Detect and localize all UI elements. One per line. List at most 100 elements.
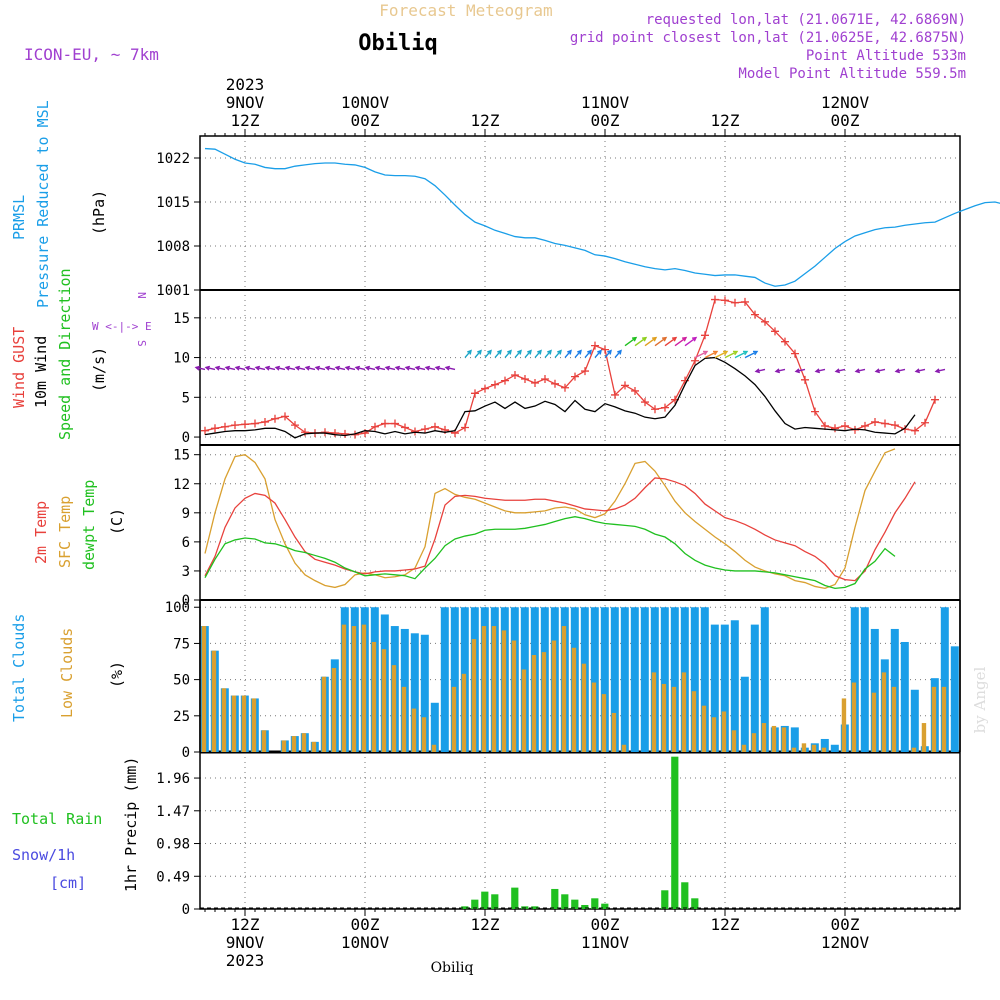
wind-direction-arrow (604, 349, 612, 359)
precip-bar (571, 899, 579, 909)
wind-direction-arrow (624, 336, 638, 347)
pressure-unit-label: (hPa) (90, 190, 108, 235)
gust-point-marker (911, 426, 919, 435)
model-altitude: Model Point Altitude 559.5m (738, 66, 966, 82)
y-tick-label: 1022 (156, 151, 190, 167)
low-cloud-bar (221, 688, 227, 752)
low-cloud-bar (521, 669, 527, 752)
wind-direction-arrow (424, 365, 436, 371)
low-cloud-bar (871, 692, 877, 752)
low-cloud-bar (741, 744, 747, 752)
temp-2m-label: 2m Temp (32, 501, 50, 564)
low-cloud-bar (331, 668, 337, 752)
low-cloud-bar (501, 630, 507, 752)
low-cloud-bar (711, 717, 717, 752)
compass-we: W <-|-> E (92, 320, 152, 333)
wind-unit-label: (m/s) (90, 347, 108, 392)
time-label-bottom: 2023 (226, 951, 265, 970)
time-label-top: 12Z (471, 111, 500, 130)
wind-direction-arrow (344, 365, 356, 371)
wind-direction-arrow (794, 368, 806, 374)
total-cloud-bar (590, 607, 599, 752)
total-cloud-bar (760, 607, 769, 752)
gust-point-marker (301, 428, 309, 437)
total-cloud-bar (610, 607, 619, 752)
low-cloud-bar (241, 695, 247, 752)
y-tick-label: 0 (182, 902, 190, 918)
total-cloud-bar (820, 738, 829, 752)
low-cloud-bar (681, 672, 687, 752)
precip-bar (491, 894, 499, 909)
total-cloud-bar (690, 607, 699, 752)
low-cloud-bar (261, 730, 267, 752)
precip-bar (551, 888, 559, 909)
y-tick-label: 0.49 (156, 869, 190, 885)
low-cloud-bar (761, 723, 767, 752)
low-cloud-bar (301, 733, 307, 752)
wind-direction-arrow (324, 365, 336, 371)
y-tick-label: 50 (173, 673, 190, 689)
low-cloud-bar (321, 676, 327, 752)
wind-direction-arrow (674, 336, 688, 347)
gust-line (204, 298, 936, 436)
wind-direction-arrow (194, 365, 206, 371)
pressure-panel-labels: PRMSL Pressure Reduced to MSL (hPa) (10, 100, 108, 308)
total-rain-label: Total Rain (12, 810, 102, 828)
low-cloud-bar (541, 652, 547, 752)
time-label-top: 10NOV (341, 93, 390, 112)
time-label-bottom: 10NOV (341, 933, 390, 952)
low-cloud-bar (551, 640, 557, 752)
gust-point-marker (531, 379, 539, 387)
low-cloud-bar (311, 741, 317, 752)
wind-direction-arrow (754, 368, 766, 374)
plot-layer: 1001100810151022051015036912150255075100… (156, 75, 1000, 970)
low-cloud-bar (601, 694, 607, 752)
wind-direction-arrow (404, 365, 416, 371)
wind-direction-arrow (684, 336, 698, 347)
y-tick-label: 3 (182, 564, 190, 580)
wind-direction-arrow (724, 350, 739, 359)
gust-point-marker (221, 422, 229, 431)
total-cloud-bar (910, 689, 919, 752)
total-cloud-bar (730, 620, 739, 752)
time-label-bottom: 12Z (711, 915, 740, 934)
gust-point-marker (251, 419, 259, 428)
wind-direction-arrow (254, 365, 266, 371)
total-cloud-bar (900, 641, 909, 752)
time-label-bottom: 12Z (231, 915, 260, 934)
wind-direction-arrow (244, 365, 256, 371)
gust-point-marker (931, 395, 939, 404)
wind-direction-arrow (284, 365, 296, 371)
low-cloud-bar (671, 686, 677, 752)
low-cloud-bar (721, 711, 727, 752)
prmsl-label: PRMSL (10, 195, 28, 240)
wind-direction-arrow (354, 365, 366, 371)
total-clouds-label: Total Clouds (10, 614, 28, 722)
gust-point-marker (631, 386, 639, 395)
gust-point-marker (771, 327, 779, 336)
low-cloud-bar (491, 626, 497, 752)
model-label: ICON-EU, ~ 7km (24, 45, 159, 64)
precip-bar (591, 898, 599, 909)
precip-bar (691, 898, 699, 909)
pressure-line (204, 147, 1000, 287)
gust-point-marker (641, 398, 649, 407)
y-tick-label: 1.96 (156, 771, 190, 787)
gust-point-marker (921, 418, 929, 427)
total-cloud-bar (600, 607, 609, 752)
total-cloud-bar (660, 607, 669, 752)
wind-direction-arrow (374, 365, 386, 371)
wind-direction-arrow (584, 349, 592, 359)
precip-bar (511, 887, 519, 909)
time-label-top: 11NOV (581, 93, 630, 112)
gust-point-marker (321, 428, 329, 437)
y-tick-label: 15 (173, 311, 190, 327)
wind-direction-arrow (504, 349, 512, 359)
wind-direction-arrow (704, 350, 719, 359)
time-label-bottom: 00Z (351, 915, 380, 934)
total-cloud-bar (740, 676, 749, 752)
gust-point-marker (651, 405, 659, 414)
wind-10m-label: 10m Wind (32, 336, 50, 408)
low-cloud-bar (281, 740, 287, 752)
gust-point-marker (711, 295, 719, 304)
